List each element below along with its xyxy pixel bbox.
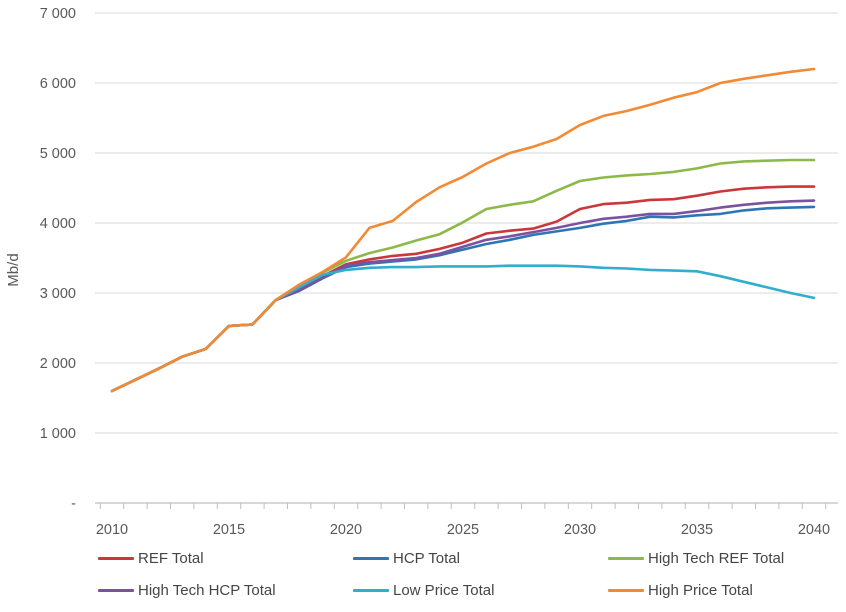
x-tick-label: 2035 — [681, 522, 713, 538]
plot-area: - 1 000 2 000 3 000 4 000 5 000 6 000 7 000 2010… — [5, 6, 838, 538]
tick-labels: - 1 000 2 000 3 000 4 000 5 000 6 000 7 000 2010… — [40, 6, 830, 538]
x-tick-label: 2030 — [564, 522, 596, 538]
x-tick-label: 2010 — [96, 522, 128, 538]
gridlines — [95, 12, 838, 434]
series-line-ref-total — [110, 185, 816, 393]
legend-row-2: High Tech HCP Total Low Price Total High… — [0, 574, 846, 606]
legend-label: REF Total — [138, 549, 204, 567]
legend-item-low-price-total: Low Price Total — [353, 582, 608, 599]
axes — [95, 502, 838, 509]
x-tick-label: 2040 — [798, 522, 830, 538]
legend-item-high-tech-ref-total: High Tech REF Total — [608, 550, 846, 567]
legend-label: HCP Total — [393, 549, 460, 567]
series-line-high-tech-hcp-total — [110, 199, 816, 393]
y-tick-label: 4 000 — [40, 216, 76, 232]
y-tick-label: 6 000 — [40, 76, 76, 92]
y-tick-label: 7 000 — [40, 6, 76, 22]
legend-label: High Tech REF Total — [648, 549, 785, 567]
legend: REF Total HCP Total High Tech REF Total … — [0, 542, 846, 606]
legend-item-ref-total: REF Total — [98, 550, 353, 567]
legend-swatch-high-price-total — [608, 588, 644, 592]
series-line-high-price-total — [110, 67, 816, 393]
x-tick-label: 2020 — [330, 522, 362, 538]
series-line-low-price-total — [110, 264, 816, 393]
legend-swatch-low-price-total — [353, 588, 389, 592]
y-tick-label: 2 000 — [40, 356, 76, 372]
y-tick-label: 5 000 — [40, 146, 76, 162]
x-tick-label: 2015 — [213, 522, 245, 538]
legend-item-hcp-total: HCP Total — [353, 550, 608, 567]
legend-label: High Price Total — [648, 581, 753, 599]
series-lines — [110, 67, 816, 393]
y-tick-label: 1 000 — [40, 426, 76, 442]
legend-item-high-price-total: High Price Total — [608, 582, 846, 599]
legend-swatch-high-tech-hcp-total — [98, 588, 134, 592]
legend-label: High Tech HCP Total — [138, 581, 276, 599]
legend-label: Low Price Total — [393, 581, 495, 599]
legend-row-1: REF Total HCP Total High Tech REF Total — [0, 542, 846, 574]
legend-swatch-high-tech-ref-total — [608, 556, 644, 560]
legend-swatch-hcp-total — [353, 556, 389, 560]
x-tick-label: 2025 — [447, 522, 479, 538]
y-tick-label: 3 000 — [40, 286, 76, 302]
y-axis-title: Mb/d — [5, 253, 22, 286]
legend-item-high-tech-hcp-total: High Tech HCP Total — [98, 582, 353, 599]
legend-swatch-ref-total — [98, 556, 134, 560]
y-tick-label: - — [71, 496, 76, 512]
